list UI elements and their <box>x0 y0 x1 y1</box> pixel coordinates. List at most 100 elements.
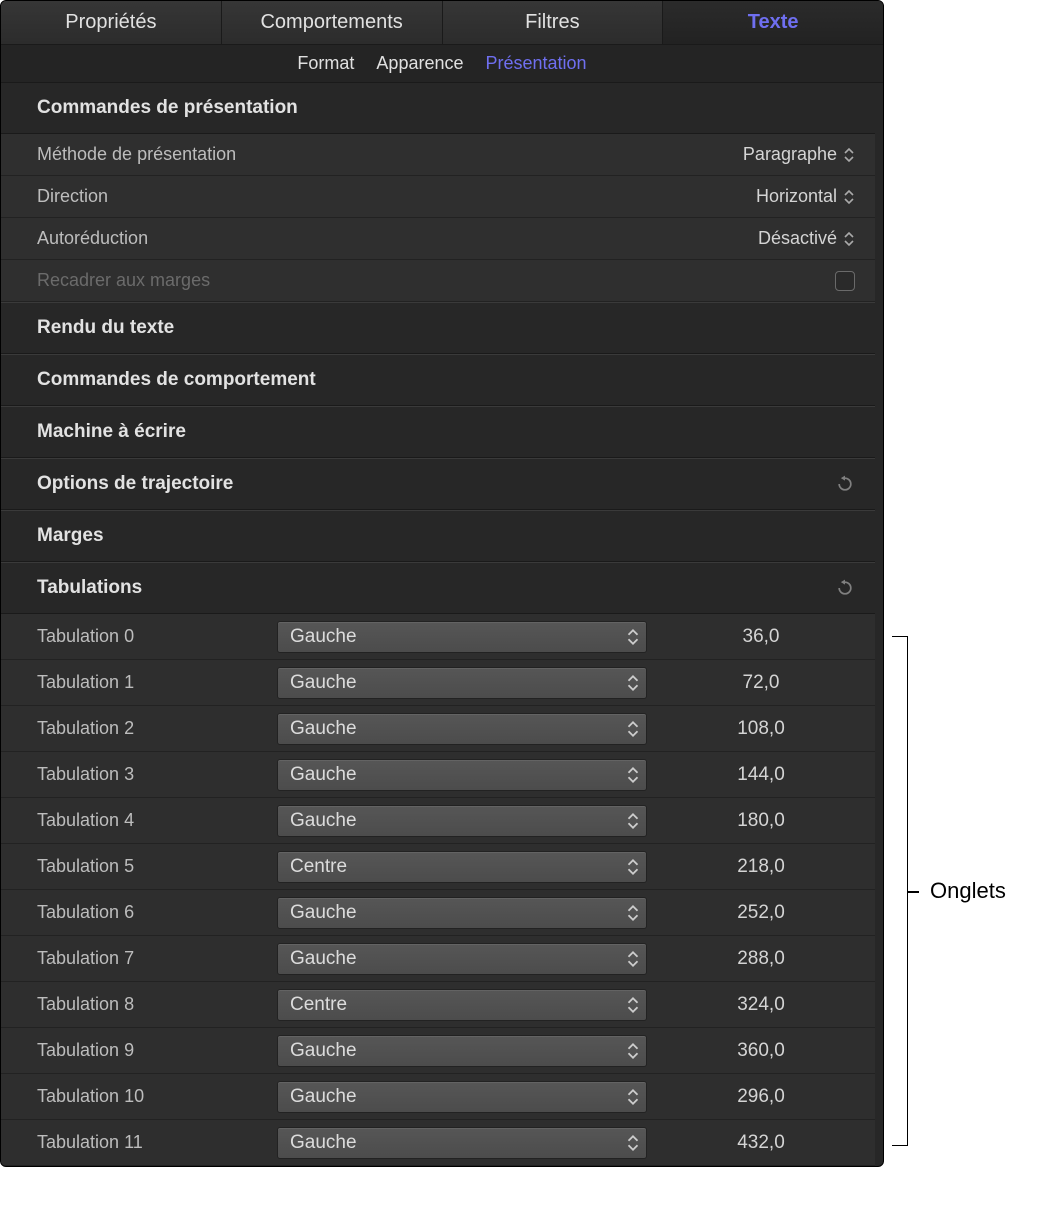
subtab-format[interactable]: Format <box>297 53 354 74</box>
tabstop-position-value[interactable]: 144,0 <box>647 764 855 786</box>
annotation-bracket <box>892 636 908 1146</box>
tabstop-position-value[interactable]: 36,0 <box>647 626 855 648</box>
tabstop-row: Tabulation 9Gauche360,0 <box>1 1028 875 1074</box>
tabstop-label: Tabulation 1 <box>37 672 277 693</box>
tabstop-row: Tabulation 7 Gauche 288,0 <box>1 936 875 982</box>
tabstop-row: Tabulation 0 Gauche 36,0 <box>1 614 875 660</box>
section-machine[interactable]: Machine à écrire <box>1 406 875 458</box>
stepper-icon <box>843 189 855 205</box>
tabstop-align-value: Gauche <box>290 626 357 648</box>
tabstop-align-value: Gauche <box>290 718 357 740</box>
scroll-area[interactable]: Commandes de présentation Méthode de pré… <box>1 83 883 1166</box>
tabstop-align-value: Gauche <box>290 902 357 924</box>
param-methode-label: Méthode de présentation <box>37 144 743 165</box>
tabstop-label: Tabulation 4 <box>37 810 277 831</box>
tabstop-position-value[interactable]: 108,0 <box>647 718 855 740</box>
tabstop-position-value[interactable]: 252,0 <box>647 902 855 924</box>
tabstop-align-dropdown[interactable]: Gauche <box>277 943 647 975</box>
section-marges-title: Marges <box>37 525 104 547</box>
reset-trajectoire-icon[interactable] <box>835 474 855 494</box>
tabstop-align-dropdown[interactable]: Gauche <box>277 805 647 837</box>
tabstop-position-value[interactable]: 296,0 <box>647 1086 855 1108</box>
tabstop-label: Tabulation 6 <box>37 902 277 923</box>
tabstop-align-dropdown[interactable]: Gauche <box>277 897 647 929</box>
section-trajectoire-title: Options de trajectoire <box>37 473 233 495</box>
tabstop-row: Tabulation 10 Gauche 296,0 <box>1 1074 875 1120</box>
tabstop-align-dropdown[interactable]: Gauche <box>277 621 647 653</box>
param-methode-value[interactable]: Paragraphe <box>743 144 855 165</box>
tabstop-align-value: Gauche <box>290 810 357 832</box>
tabstop-align-dropdown[interactable]: Centre <box>277 851 647 883</box>
param-autoreduction-value[interactable]: Désactivé <box>758 228 855 249</box>
tabstop-position-value[interactable]: 324,0 <box>647 994 855 1016</box>
recadrer-checkbox[interactable] <box>835 271 855 291</box>
tabstop-label: Tabulation 8 <box>37 994 277 1015</box>
param-direction-label: Direction <box>37 186 756 207</box>
subtab-apparence[interactable]: Apparence <box>376 53 463 74</box>
tab-proprietes[interactable]: Propriétés <box>1 1 222 45</box>
tabstop-label: Tabulation 5 <box>37 856 277 877</box>
tabstop-label: Tabulation 7 <box>37 948 277 969</box>
tab-filtres[interactable]: Filtres <box>443 1 664 45</box>
section-presentation[interactable]: Commandes de présentation <box>1 83 875 134</box>
section-tabulations-title: Tabulations <box>37 577 142 599</box>
section-rendu[interactable]: Rendu du texte <box>1 302 875 354</box>
tabstop-align-dropdown[interactable]: Gauche <box>277 667 647 699</box>
text-subtabs: Format Apparence Présentation <box>1 45 883 83</box>
tabstop-align-value: Gauche <box>290 672 357 694</box>
section-trajectoire[interactable]: Options de trajectoire <box>1 458 875 510</box>
tabstop-align-value: Gauche <box>290 948 357 970</box>
tabstop-label: Tabulation 0 <box>37 626 277 647</box>
section-comportement-title: Commandes de comportement <box>37 369 316 391</box>
tabstop-row: Tabulation 1 Gauche 72,0 <box>1 660 875 706</box>
tabstop-row: Tabulation 8 Centre 324,0 <box>1 982 875 1028</box>
param-methode: Méthode de présentation Paragraphe <box>1 134 875 176</box>
inspector-panel: Propriétés Comportements Filtres Texte F… <box>0 0 884 1167</box>
tabstop-label: Tabulation 10 <box>37 1086 277 1107</box>
tabstop-row: Tabulation 4 Gauche 180,0 <box>1 798 875 844</box>
tabstop-row: Tabulation 6 Gauche 252,0 <box>1 890 875 936</box>
tabstop-row: Tabulation 5Centre218,0 <box>1 844 875 890</box>
section-marges[interactable]: Marges <box>1 510 875 562</box>
main-tabs: Propriétés Comportements Filtres Texte <box>1 1 883 45</box>
tabstop-position-value[interactable]: 360,0 <box>647 1040 855 1062</box>
tabstop-row: Tabulation 2Gauche108,0 <box>1 706 875 752</box>
reset-tabulations-icon[interactable] <box>835 578 855 598</box>
section-comportement[interactable]: Commandes de comportement <box>1 354 875 406</box>
tabstop-position-value[interactable]: 218,0 <box>647 856 855 878</box>
tabstop-align-dropdown[interactable]: Gauche <box>277 759 647 791</box>
tabstop-position-value[interactable]: 72,0 <box>647 672 855 694</box>
tab-comportements[interactable]: Comportements <box>222 1 443 45</box>
tabstop-align-value: Gauche <box>290 764 357 786</box>
tabstop-row: Tabulation 3 Gauche 144,0 <box>1 752 875 798</box>
tabstop-position-value[interactable]: 432,0 <box>647 1132 855 1154</box>
tabstop-align-value: Gauche <box>290 1086 357 1108</box>
tabstop-position-value[interactable]: 288,0 <box>647 948 855 970</box>
tabstop-align-value: Gauche <box>290 1132 357 1154</box>
tabstop-align-dropdown[interactable]: Gauche <box>277 713 647 745</box>
param-direction-value[interactable]: Horizontal <box>756 186 855 207</box>
section-rendu-title: Rendu du texte <box>37 317 174 339</box>
param-direction: Direction Horizontal <box>1 176 875 218</box>
stepper-icon <box>843 231 855 247</box>
tabstop-align-dropdown[interactable]: Gauche <box>277 1035 647 1067</box>
param-recadrer: Recadrer aux marges <box>1 260 875 302</box>
annotation-label: Onglets <box>930 878 1006 904</box>
tabstop-position-value[interactable]: 180,0 <box>647 810 855 832</box>
tab-texte[interactable]: Texte <box>663 1 883 45</box>
stepper-icon <box>843 147 855 163</box>
tabstops-list: Tabulation 0 Gauche 36,0 Tabulation 1 Gauche… <box>1 614 875 1166</box>
annotation: Onglets <box>892 636 1006 1146</box>
tabstop-row: Tabulation 11Gauche432,0 <box>1 1120 875 1166</box>
tabstop-align-value: Centre <box>290 994 347 1016</box>
param-autoreduction-label: Autoréduction <box>37 228 758 249</box>
section-tabulations[interactable]: Tabulations <box>1 562 875 614</box>
subtab-presentation[interactable]: Présentation <box>486 53 587 74</box>
tabstop-align-dropdown[interactable]: Gauche <box>277 1081 647 1113</box>
tabstop-align-dropdown[interactable]: Centre <box>277 989 647 1021</box>
param-autoreduction: Autoréduction Désactivé <box>1 218 875 260</box>
tabstop-align-dropdown[interactable]: Gauche <box>277 1127 647 1159</box>
param-recadrer-label: Recadrer aux marges <box>37 270 835 291</box>
tabstop-label: Tabulation 3 <box>37 764 277 785</box>
section-presentation-title: Commandes de présentation <box>37 97 298 119</box>
